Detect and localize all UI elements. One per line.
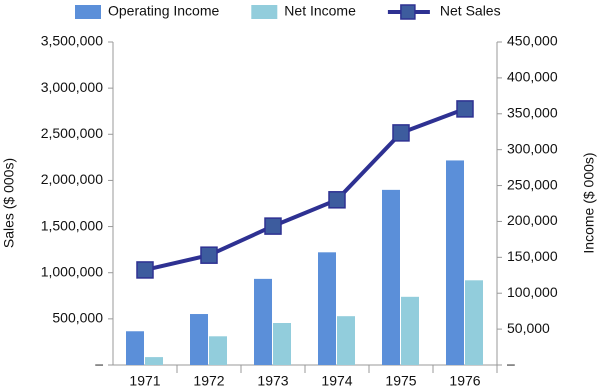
legend-swatch — [400, 4, 416, 20]
x-tick-label: 1976 — [449, 373, 480, 389]
y2-tick-label: 200,000 — [507, 212, 558, 228]
line — [144, 107, 466, 272]
y-tick-label: 1,500,000 — [41, 217, 103, 233]
marker — [200, 246, 218, 264]
legend-label: Operating Income — [108, 3, 219, 19]
y2-tick-label: 150,000 — [507, 248, 558, 264]
bar — [382, 189, 400, 365]
x-tick-label: 1973 — [257, 373, 288, 389]
y2-tick-label: 300,000 — [507, 140, 558, 156]
x-tick-label: 1975 — [385, 373, 416, 389]
y-tick-label: 3,500,000 — [41, 33, 103, 49]
marker — [392, 124, 410, 142]
legend-label: Net Income — [284, 3, 356, 19]
bar — [446, 160, 464, 365]
x-tick-label: 1974 — [321, 373, 352, 389]
bar — [401, 296, 419, 365]
marker — [264, 217, 282, 235]
y-tick-label: 2,500,000 — [41, 125, 103, 141]
x-tick-label: 1971 — [129, 373, 160, 389]
y-tick-label: 3,000,000 — [41, 79, 103, 95]
y-axis-label: Sales ($ 000s) — [1, 158, 17, 248]
bar — [209, 336, 227, 365]
y2-tick-label: 250,000 — [507, 176, 558, 192]
y2-tick-label: 100,000 — [507, 284, 558, 300]
bar — [318, 252, 336, 365]
y-tick-label: 1,000,000 — [41, 263, 103, 279]
y2-tick-label: – — [507, 356, 515, 372]
bar — [190, 314, 208, 365]
y2-tick-label: 350,000 — [507, 104, 558, 120]
y2-tick-label: 400,000 — [507, 69, 558, 85]
legend-swatch — [75, 5, 101, 19]
y-tick-label: – — [95, 356, 103, 372]
y-tick-label: 500,000 — [52, 310, 103, 326]
bar — [126, 331, 144, 365]
legend-label: Net Sales — [440, 3, 501, 19]
bar — [465, 280, 483, 365]
y2-axis-label: Income ($ 000s) — [581, 152, 597, 253]
bar — [254, 278, 272, 365]
bar — [145, 357, 163, 365]
legend-swatch — [251, 5, 278, 19]
marker — [328, 191, 346, 209]
y2-tick-label: 450,000 — [507, 33, 558, 49]
marker — [136, 261, 154, 279]
bar — [273, 323, 291, 365]
marker — [456, 100, 474, 118]
y2-tick-label: 50,000 — [507, 320, 550, 336]
x-tick-label: 1972 — [193, 373, 224, 389]
bar — [337, 316, 355, 365]
y-tick-label: 2,000,000 — [41, 171, 103, 187]
